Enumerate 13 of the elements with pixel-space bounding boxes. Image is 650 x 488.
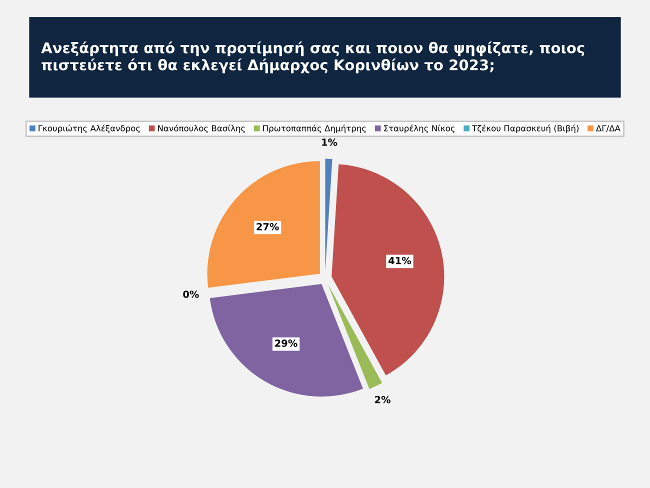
- data-label: 1%: [322, 138, 338, 146]
- data-label: 41%: [388, 256, 412, 264]
- legend-label: Σταυρέλης Νίκος: [384, 124, 455, 134]
- chart-title: Ανεξάρτητα από την προτίμησή σας και ποιον θα ψηφίζατε, ποιος πιστεύετε ότι θα εκλεγεί Δήμαρχος Κορινθίων το 2023;: [41, 41, 584, 74]
- legend-label: Νανόπουλος Βασίλης: [158, 124, 245, 134]
- data-label: 2%: [375, 396, 390, 404]
- data-label: 29%: [275, 340, 298, 347]
- text: 0%: [183, 290, 199, 298]
- data-label: 27%: [256, 222, 279, 230]
- legend-label: Τζέκου Παρασκευή (Βιβή): [472, 124, 579, 134]
- legend-label: ΔΓ/ΔΑ: [596, 125, 620, 132]
- legend-label: Πρωτοπαππάς Δημήτρης: [263, 124, 366, 134]
- legend-label: Γκουριώτης Αλέξανδρος: [38, 124, 140, 134]
